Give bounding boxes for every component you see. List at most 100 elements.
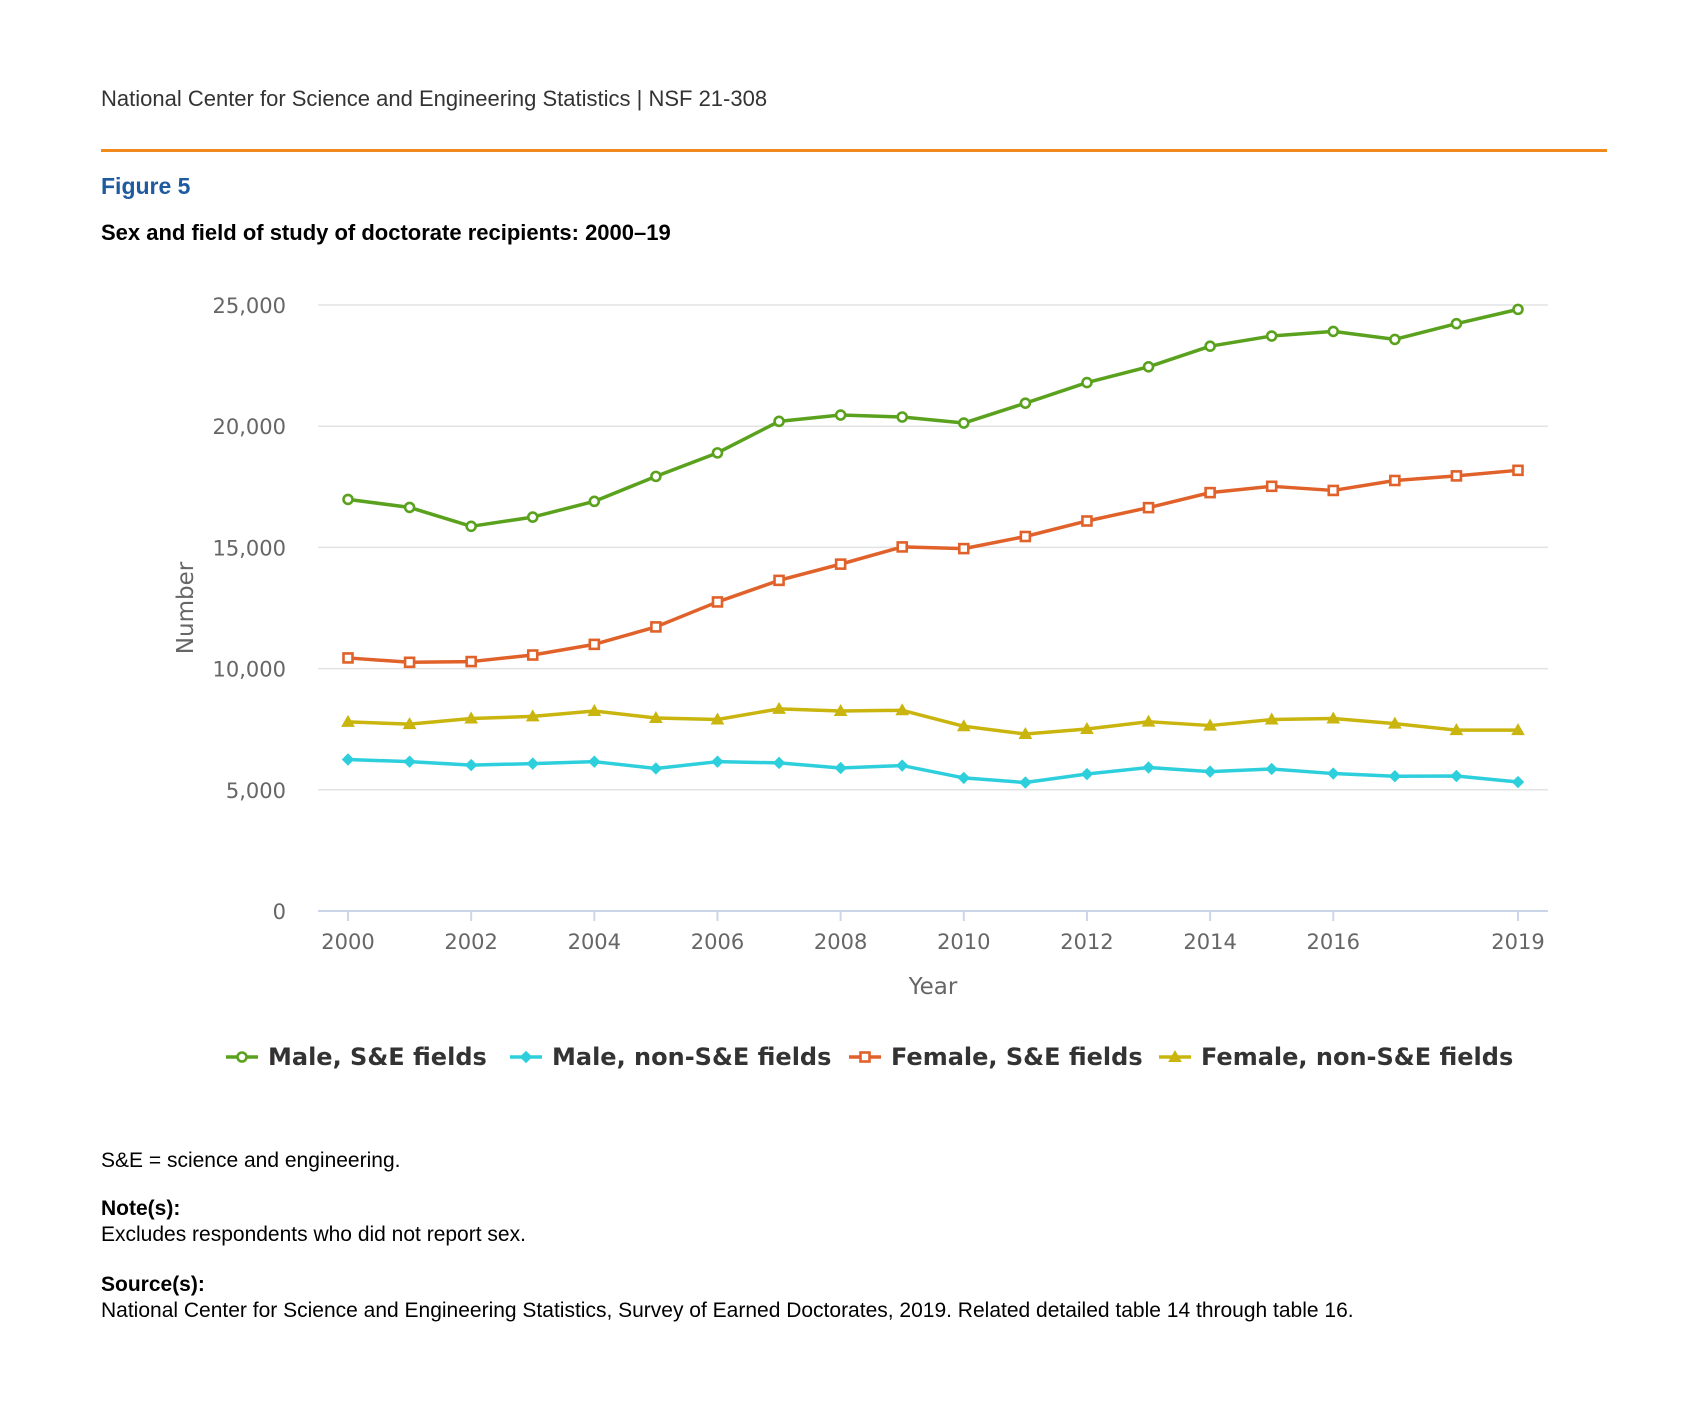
abbreviation-note: S&E = science and engineering. <box>101 1149 401 1172</box>
y-tick-label: 20,000 <box>213 415 286 439</box>
data-point <box>772 701 786 714</box>
data-point <box>1450 769 1463 783</box>
legend-item[interactable]: Male, S&E fields <box>226 1043 487 1071</box>
data-point <box>957 542 970 555</box>
data-point <box>1264 712 1279 725</box>
data-point <box>526 649 539 661</box>
legend-item[interactable]: Female, non-S&E fields <box>1159 1043 1513 1071</box>
data-point <box>465 655 477 668</box>
data-point <box>650 621 662 633</box>
data-point <box>1327 484 1340 497</box>
data-point <box>526 757 539 770</box>
data-point <box>587 704 602 717</box>
data-point <box>465 520 477 533</box>
series-line <box>347 468 1519 665</box>
legend-item[interactable]: Male, non-S&E fields <box>510 1043 831 1071</box>
data-point <box>1450 317 1463 330</box>
data-point <box>1327 767 1340 780</box>
legend-label: Male, non-S&E fields <box>552 1043 831 1071</box>
data-point <box>956 719 971 732</box>
legend-marker <box>236 1051 248 1063</box>
x-tick-label: 2008 <box>814 930 867 954</box>
data-point <box>1080 721 1094 734</box>
note-text: Excludes respondents who did not report … <box>101 1223 526 1246</box>
data-point <box>896 411 909 423</box>
data-point <box>1204 340 1216 353</box>
data-point <box>896 541 909 553</box>
data-point <box>711 596 724 608</box>
data-point <box>1326 711 1341 724</box>
data-point <box>649 762 663 775</box>
y-tick-label: 25,000 <box>213 294 286 318</box>
data-point <box>1019 397 1032 409</box>
data-point <box>588 638 601 651</box>
data-point <box>403 501 416 514</box>
x-tick-label: 2010 <box>937 930 990 954</box>
data-point <box>1387 716 1402 729</box>
data-point <box>1511 775 1525 789</box>
data-point <box>464 758 478 772</box>
data-point <box>773 415 785 428</box>
data-point <box>1450 470 1463 482</box>
series-line <box>347 707 1518 736</box>
figure-label: Figure 5 <box>101 173 191 199</box>
series-triangle <box>341 701 1525 740</box>
data-point <box>341 753 355 766</box>
data-point <box>834 409 847 421</box>
data-point <box>1204 486 1216 499</box>
x-tick-label: 2002 <box>444 930 497 954</box>
legend-marker <box>859 1051 871 1063</box>
data-point <box>711 755 724 768</box>
data-point <box>526 511 539 523</box>
data-point <box>957 417 970 429</box>
data-point <box>1019 776 1032 789</box>
x-tick-label: 2000 <box>321 930 374 954</box>
data-point <box>773 574 785 587</box>
data-point <box>588 495 601 508</box>
legend-marker <box>1168 1049 1182 1062</box>
source-text: National Center for Science and Engineer… <box>101 1299 1354 1322</box>
series-line <box>347 307 1519 529</box>
data-point <box>403 755 416 768</box>
data-point <box>1018 727 1033 740</box>
data-point <box>834 761 847 775</box>
data-point <box>1203 718 1217 731</box>
data-point <box>1142 361 1155 373</box>
data-point <box>525 709 540 722</box>
data-point <box>1449 723 1464 736</box>
note-heading: Note(s): <box>101 1197 181 1220</box>
data-point <box>650 470 662 483</box>
data-point <box>1265 762 1278 776</box>
y-axis-ticks: 0 5,000 10,000 15,000 20,000 25,000 <box>213 294 286 924</box>
x-axis: 2000 2002 2004 2006 2008 2010 2012 2014 2016 2019 <box>318 910 1548 954</box>
legend-item[interactable]: Female, S&E fields <box>849 1043 1143 1071</box>
data-point <box>1019 530 1032 543</box>
data-point <box>1265 330 1278 342</box>
data-point <box>710 712 725 725</box>
series-circle <box>342 303 1524 533</box>
data-point <box>342 493 354 506</box>
data-point <box>895 703 910 716</box>
y-tick-label: 5,000 <box>226 779 286 803</box>
data-point <box>649 711 663 724</box>
y-axis-label: Number <box>173 561 199 654</box>
data-point <box>834 558 847 570</box>
legend: Male, S&E fields Male, non-S&E fields Fema… <box>226 1043 1513 1071</box>
legend-label: Female, S&E fields <box>891 1043 1143 1071</box>
legend-label: Male, S&E fields <box>268 1043 487 1071</box>
legend-marker <box>519 1050 533 1064</box>
data-point <box>1081 376 1093 389</box>
data-point <box>1327 325 1340 338</box>
x-tick-label: 2019 <box>1491 930 1544 954</box>
x-tick-label: 2016 <box>1307 930 1360 954</box>
data-point <box>1142 761 1155 774</box>
report-header: National Center for Science and Engineer… <box>101 86 768 111</box>
data-point <box>403 656 416 669</box>
data-point <box>1511 723 1525 736</box>
data-point <box>588 755 601 768</box>
data-point <box>1388 770 1402 783</box>
y-tick-label: 15,000 <box>213 536 286 560</box>
series-diamond <box>341 753 1525 789</box>
data-point <box>896 759 909 772</box>
data-point <box>1389 333 1401 346</box>
